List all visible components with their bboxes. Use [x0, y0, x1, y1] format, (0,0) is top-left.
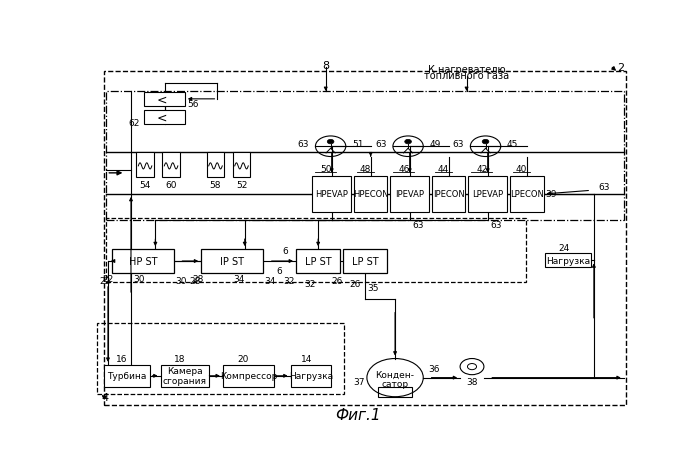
Text: LPECON: LPECON — [510, 190, 544, 199]
Text: топливного газа: топливного газа — [424, 70, 509, 80]
Text: 32: 32 — [284, 276, 295, 285]
Circle shape — [327, 140, 334, 145]
Text: 38: 38 — [466, 377, 477, 386]
Text: 28: 28 — [193, 274, 204, 283]
Text: <: < — [157, 93, 167, 106]
Text: LP ST: LP ST — [352, 257, 379, 267]
Text: 56: 56 — [187, 100, 199, 109]
Text: 51: 51 — [352, 139, 363, 149]
Text: 30: 30 — [175, 276, 187, 285]
Text: 63: 63 — [490, 220, 502, 229]
Text: 8: 8 — [322, 61, 329, 71]
Text: Камера
сгорания: Камера сгорания — [163, 367, 207, 386]
Circle shape — [482, 140, 489, 145]
Text: 49: 49 — [429, 139, 441, 149]
Text: LPEVAP: LPEVAP — [472, 190, 503, 199]
Text: сатор: сатор — [382, 379, 409, 388]
Text: 60: 60 — [166, 181, 177, 190]
Text: 28: 28 — [189, 276, 201, 285]
Text: 6: 6 — [277, 266, 282, 275]
Text: 39: 39 — [545, 190, 556, 199]
Bar — [223, 365, 274, 387]
Bar — [106, 92, 624, 220]
Text: 58: 58 — [210, 181, 222, 190]
Text: 14: 14 — [301, 355, 312, 364]
Text: 20: 20 — [238, 355, 249, 364]
Bar — [510, 176, 544, 213]
Bar — [136, 152, 154, 178]
Bar — [468, 176, 507, 213]
Text: 22: 22 — [100, 276, 111, 285]
Bar — [207, 152, 224, 178]
Text: 26: 26 — [331, 276, 343, 285]
Text: 24: 24 — [558, 244, 569, 253]
Text: HPECON: HPECON — [353, 190, 389, 199]
Text: 63: 63 — [598, 183, 610, 192]
Bar — [201, 249, 264, 273]
Text: 34: 34 — [233, 274, 245, 283]
Bar — [378, 387, 412, 397]
Text: 45: 45 — [507, 139, 519, 149]
Text: 34: 34 — [264, 276, 275, 285]
Text: 30: 30 — [133, 274, 145, 283]
Text: 36: 36 — [428, 364, 440, 373]
Bar — [545, 254, 591, 268]
Text: 32: 32 — [304, 280, 315, 289]
Circle shape — [405, 140, 412, 145]
Text: 52: 52 — [236, 181, 247, 190]
Text: 4: 4 — [101, 392, 108, 402]
Text: 6: 6 — [282, 247, 288, 256]
Text: <: < — [157, 111, 167, 124]
Text: 18: 18 — [174, 355, 186, 364]
Text: IPECON: IPECON — [433, 190, 465, 199]
Text: 63: 63 — [298, 139, 309, 149]
Text: 2: 2 — [617, 62, 624, 72]
Bar — [354, 176, 387, 213]
Text: HP ST: HP ST — [129, 257, 157, 267]
Text: 54: 54 — [139, 181, 151, 190]
Bar — [233, 152, 250, 178]
Text: 63: 63 — [412, 220, 424, 229]
Text: IP ST: IP ST — [220, 257, 244, 267]
Text: 50: 50 — [320, 165, 331, 174]
Text: К нагревателю: К нагревателю — [428, 65, 505, 75]
Text: 16: 16 — [116, 355, 128, 364]
Bar — [291, 365, 331, 387]
Bar — [106, 218, 526, 283]
Text: 42: 42 — [476, 165, 487, 174]
Text: 63: 63 — [453, 139, 464, 149]
Bar — [312, 176, 351, 213]
Text: Нагрузка: Нагрузка — [546, 257, 590, 266]
Text: Нагрузка: Нагрузка — [289, 371, 333, 380]
Text: Конден-: Конден- — [375, 370, 415, 378]
Bar — [343, 249, 387, 273]
Text: 35: 35 — [368, 284, 379, 293]
Bar — [161, 365, 209, 387]
Text: Фиг.1: Фиг.1 — [336, 407, 381, 422]
Text: 48: 48 — [360, 165, 371, 174]
Text: LP ST: LP ST — [305, 257, 331, 267]
Bar — [296, 249, 340, 273]
Bar — [390, 176, 429, 213]
Bar — [144, 111, 185, 125]
Bar — [97, 323, 344, 394]
Bar — [432, 176, 466, 213]
Text: 37: 37 — [353, 377, 365, 386]
Text: 63: 63 — [375, 139, 387, 149]
Text: 62: 62 — [129, 119, 140, 128]
Text: IPEVAP: IPEVAP — [395, 190, 424, 199]
Text: 40: 40 — [516, 165, 527, 174]
Bar — [103, 365, 150, 387]
Text: 44: 44 — [438, 165, 449, 174]
Bar — [144, 93, 185, 107]
Text: Компрессор: Компрессор — [220, 371, 278, 380]
Text: Турбина: Турбина — [107, 371, 146, 380]
Text: 26: 26 — [350, 280, 361, 289]
Bar — [162, 152, 180, 178]
Text: 46: 46 — [398, 165, 410, 174]
Text: HPEVAP: HPEVAP — [315, 190, 348, 199]
Bar — [112, 249, 174, 273]
Text: 22: 22 — [102, 274, 113, 283]
